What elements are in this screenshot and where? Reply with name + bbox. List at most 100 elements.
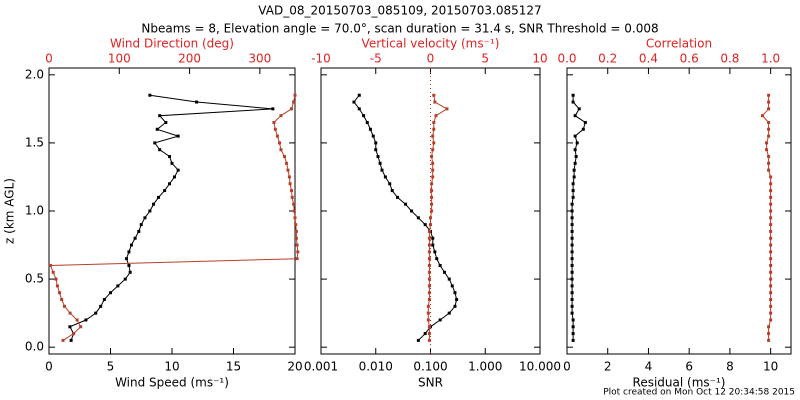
chart-title: VAD_08_20150703_085109, 20150703.085127 xyxy=(258,4,541,18)
profile-point xyxy=(769,216,773,220)
profile-point xyxy=(109,291,112,295)
profile-point xyxy=(371,134,375,138)
profile-point xyxy=(282,155,286,159)
profile-point xyxy=(376,155,380,159)
profile-point xyxy=(769,270,773,274)
x2-tick-label: 0.4 xyxy=(639,52,658,66)
profile-point xyxy=(432,93,436,97)
x2-tick-label: 0 xyxy=(427,52,435,66)
profile-point xyxy=(570,250,574,254)
profile-point xyxy=(294,229,298,233)
profile-point xyxy=(430,155,434,159)
plot-frame xyxy=(566,67,792,355)
profile-point xyxy=(148,209,152,213)
profile-point xyxy=(769,223,773,227)
profile-point xyxy=(427,243,431,247)
profile-point xyxy=(453,291,457,295)
profile-point xyxy=(571,189,575,193)
profile-point xyxy=(570,257,574,261)
profile-point xyxy=(769,277,773,281)
profile-point xyxy=(58,291,62,295)
profile-point xyxy=(431,236,435,240)
x-axis-label: Residual (ms⁻¹) xyxy=(633,376,726,390)
profile-point xyxy=(427,332,431,336)
profile-point xyxy=(290,195,294,199)
profile-point xyxy=(767,338,771,342)
profile-point xyxy=(767,93,771,97)
x2-axis-label: Wind Direction (deg) xyxy=(110,37,234,51)
profile-point xyxy=(570,304,574,308)
profile-point xyxy=(433,250,437,254)
profile-point xyxy=(128,270,132,274)
profile-point xyxy=(570,291,574,295)
profile-point xyxy=(571,182,575,186)
profile-point xyxy=(432,141,436,145)
x-tick-label: 0.010 xyxy=(359,360,393,374)
profile-point xyxy=(427,250,431,254)
x-tick-label: 6 xyxy=(685,360,693,374)
profile-point xyxy=(430,189,434,193)
profile-point xyxy=(155,127,159,131)
profile-point xyxy=(769,250,773,254)
x-tick-label: 2 xyxy=(604,360,612,374)
x-tick-label: 0.001 xyxy=(304,360,338,374)
profile-point xyxy=(427,298,431,302)
footer: Plot created on Mon Oct 12 20:34:58 2015 xyxy=(603,388,795,398)
profile-line xyxy=(353,94,458,341)
profile-point xyxy=(158,114,162,118)
chart-subtitle: Nbeams = 8, Elevation angle = 70.0°, sca… xyxy=(141,22,658,36)
y-axis-label: z (km AGL) xyxy=(3,178,17,244)
profile-point xyxy=(769,175,773,179)
profile-point xyxy=(378,161,382,165)
profile-point xyxy=(431,148,435,152)
profile-point xyxy=(767,100,771,104)
profile-point xyxy=(60,298,64,302)
profile-point xyxy=(767,134,771,138)
profile-point xyxy=(292,209,296,213)
profile-point xyxy=(170,161,174,165)
profile-point xyxy=(438,318,442,322)
profile-point xyxy=(54,277,58,281)
profile-point xyxy=(431,243,435,247)
profile-point xyxy=(271,107,275,111)
profile-point xyxy=(769,209,773,213)
profile-point xyxy=(767,168,771,172)
x-tick-label: 15 xyxy=(226,360,241,374)
profile-point xyxy=(438,263,442,267)
profile-point xyxy=(427,229,431,233)
profile-point xyxy=(570,284,574,288)
profile-point xyxy=(769,284,773,288)
profile-point xyxy=(374,141,378,145)
profile-point xyxy=(769,318,773,322)
profile-point xyxy=(352,100,356,104)
profile-point xyxy=(152,202,156,206)
x2-tick-label: 200 xyxy=(178,52,201,66)
profile-point xyxy=(573,161,577,165)
x2-tick-label: 1.0 xyxy=(761,52,780,66)
profile-point xyxy=(292,100,296,104)
profile-line xyxy=(49,95,299,341)
profile-point xyxy=(570,216,574,220)
profile-point xyxy=(570,202,574,206)
profile-point xyxy=(139,223,143,227)
profile-point xyxy=(279,114,283,118)
profile-point xyxy=(427,291,431,295)
profile-point xyxy=(572,168,576,172)
profile-point xyxy=(116,284,120,288)
profile-point xyxy=(769,311,773,315)
profile-point xyxy=(68,311,72,315)
x2-tick-label: 0.8 xyxy=(720,52,739,66)
profile-point xyxy=(295,257,299,261)
profile-point xyxy=(445,107,449,111)
profile-point xyxy=(573,134,577,138)
profile-point xyxy=(292,202,296,206)
profile-point xyxy=(581,127,585,131)
profile-point xyxy=(143,216,147,220)
profile-point xyxy=(148,93,152,97)
profile-point xyxy=(294,223,298,227)
profile-point xyxy=(102,298,106,302)
profile-point xyxy=(48,263,52,267)
profile-point xyxy=(769,243,773,247)
profile-point xyxy=(575,141,579,145)
